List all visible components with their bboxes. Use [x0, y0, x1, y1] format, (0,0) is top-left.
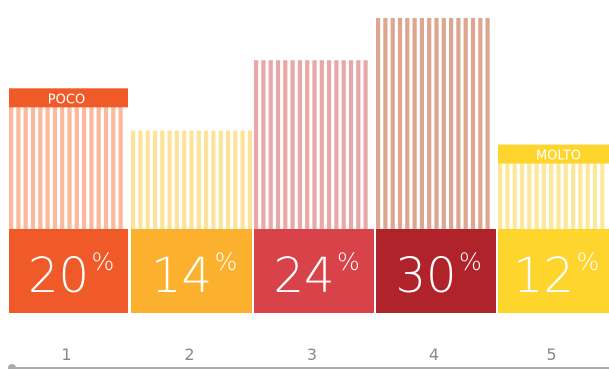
- value-box-4: [376, 229, 496, 313]
- tag-low: [9, 88, 128, 108]
- value-label-5: 12: [513, 248, 574, 304]
- value-box-3: [254, 229, 374, 313]
- value-box-1: [9, 229, 128, 313]
- percent-sign: %: [92, 248, 115, 276]
- percent-sign: %: [577, 248, 600, 276]
- scale-tags-group: POCO MOLTO: [9, 88, 609, 164]
- x-tick-label-3: 3: [307, 345, 317, 364]
- tag-high-label: MOLTO: [536, 149, 581, 164]
- percent-sign: %: [459, 248, 482, 276]
- value-boxes-group: 20% 14% 24% 30% 12%: [9, 229, 609, 313]
- x-tick-label-5: 5: [546, 345, 556, 364]
- value-label-2: 14: [151, 248, 212, 304]
- bar-3: [254, 60, 368, 230]
- value-label-4: 30: [395, 248, 456, 304]
- value-box-5: [498, 229, 609, 313]
- x-tick-label-4: 4: [429, 345, 439, 364]
- bar-2: [131, 130, 252, 229]
- x-tick-label-2: 2: [184, 345, 194, 364]
- value-label-1: 20: [28, 248, 89, 304]
- value-box-2: [131, 229, 252, 313]
- tag-high: [498, 144, 609, 164]
- bar-1: [9, 88, 123, 229]
- x-axis-start-dot: [8, 364, 16, 369]
- bar-4: [376, 18, 490, 229]
- value-label-3: 24: [273, 248, 334, 304]
- percent-sign: %: [215, 248, 238, 276]
- bar-5: [498, 144, 605, 229]
- x-tick-label-1: 1: [61, 345, 71, 364]
- bars-group: [9, 18, 605, 230]
- x-axis: 1 2 3 4 5: [8, 345, 609, 369]
- percent-sign: %: [337, 248, 360, 276]
- tag-low-label: POCO: [48, 92, 85, 107]
